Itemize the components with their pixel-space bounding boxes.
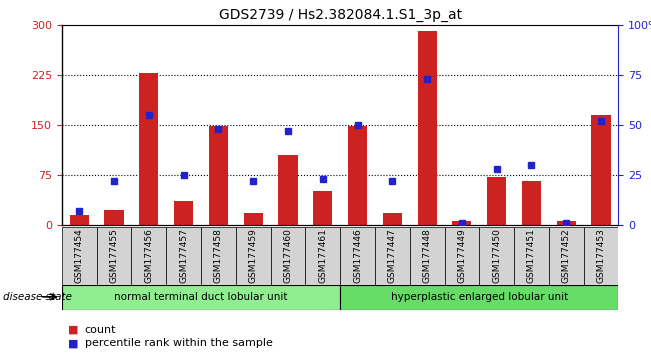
- Bar: [243, 213, 263, 225]
- Text: count: count: [85, 325, 116, 335]
- Bar: [305, 227, 340, 285]
- Text: GSM177451: GSM177451: [527, 228, 536, 283]
- Bar: [139, 73, 158, 225]
- Bar: [236, 227, 271, 285]
- Text: disease state: disease state: [3, 292, 72, 302]
- Bar: [375, 227, 409, 285]
- Text: GSM177454: GSM177454: [75, 228, 84, 283]
- Bar: [201, 227, 236, 285]
- Bar: [479, 227, 514, 285]
- Text: GSM177453: GSM177453: [596, 228, 605, 283]
- Bar: [62, 227, 96, 285]
- Text: GSM177446: GSM177446: [353, 228, 362, 283]
- Text: GSM177457: GSM177457: [179, 228, 188, 283]
- Bar: [340, 285, 618, 310]
- Bar: [409, 227, 445, 285]
- Text: GSM177456: GSM177456: [145, 228, 154, 283]
- Bar: [104, 210, 124, 225]
- Bar: [271, 227, 305, 285]
- Bar: [96, 227, 132, 285]
- Bar: [340, 227, 375, 285]
- Bar: [313, 192, 332, 225]
- Text: normal terminal duct lobular unit: normal terminal duct lobular unit: [114, 292, 288, 302]
- Bar: [348, 126, 367, 225]
- Text: GSM177448: GSM177448: [422, 228, 432, 283]
- Bar: [132, 227, 166, 285]
- Text: GSM177450: GSM177450: [492, 228, 501, 283]
- Text: GSM177447: GSM177447: [388, 228, 397, 283]
- Text: hyperplastic enlarged lobular unit: hyperplastic enlarged lobular unit: [391, 292, 568, 302]
- Text: ■: ■: [68, 338, 79, 348]
- Bar: [279, 155, 298, 225]
- Bar: [584, 227, 618, 285]
- Bar: [70, 215, 89, 225]
- Text: GSM177452: GSM177452: [562, 228, 571, 283]
- Text: GSM177460: GSM177460: [283, 228, 292, 283]
- Text: GSM177459: GSM177459: [249, 228, 258, 283]
- Text: GSM177449: GSM177449: [458, 228, 466, 283]
- Title: GDS2739 / Hs2.382084.1.S1_3p_at: GDS2739 / Hs2.382084.1.S1_3p_at: [219, 8, 462, 22]
- Bar: [522, 182, 541, 225]
- Bar: [209, 126, 228, 225]
- Text: GSM177461: GSM177461: [318, 228, 327, 283]
- Bar: [487, 177, 506, 225]
- Bar: [445, 227, 479, 285]
- Bar: [557, 222, 576, 225]
- Text: percentile rank within the sample: percentile rank within the sample: [85, 338, 273, 348]
- Bar: [417, 32, 437, 225]
- Bar: [62, 285, 340, 310]
- Bar: [383, 213, 402, 225]
- Bar: [174, 201, 193, 225]
- Bar: [166, 227, 201, 285]
- Text: ■: ■: [68, 325, 79, 335]
- Bar: [592, 115, 611, 225]
- Bar: [514, 227, 549, 285]
- Text: GSM177458: GSM177458: [214, 228, 223, 283]
- Bar: [549, 227, 584, 285]
- Bar: [452, 222, 471, 225]
- Text: GSM177455: GSM177455: [109, 228, 118, 283]
